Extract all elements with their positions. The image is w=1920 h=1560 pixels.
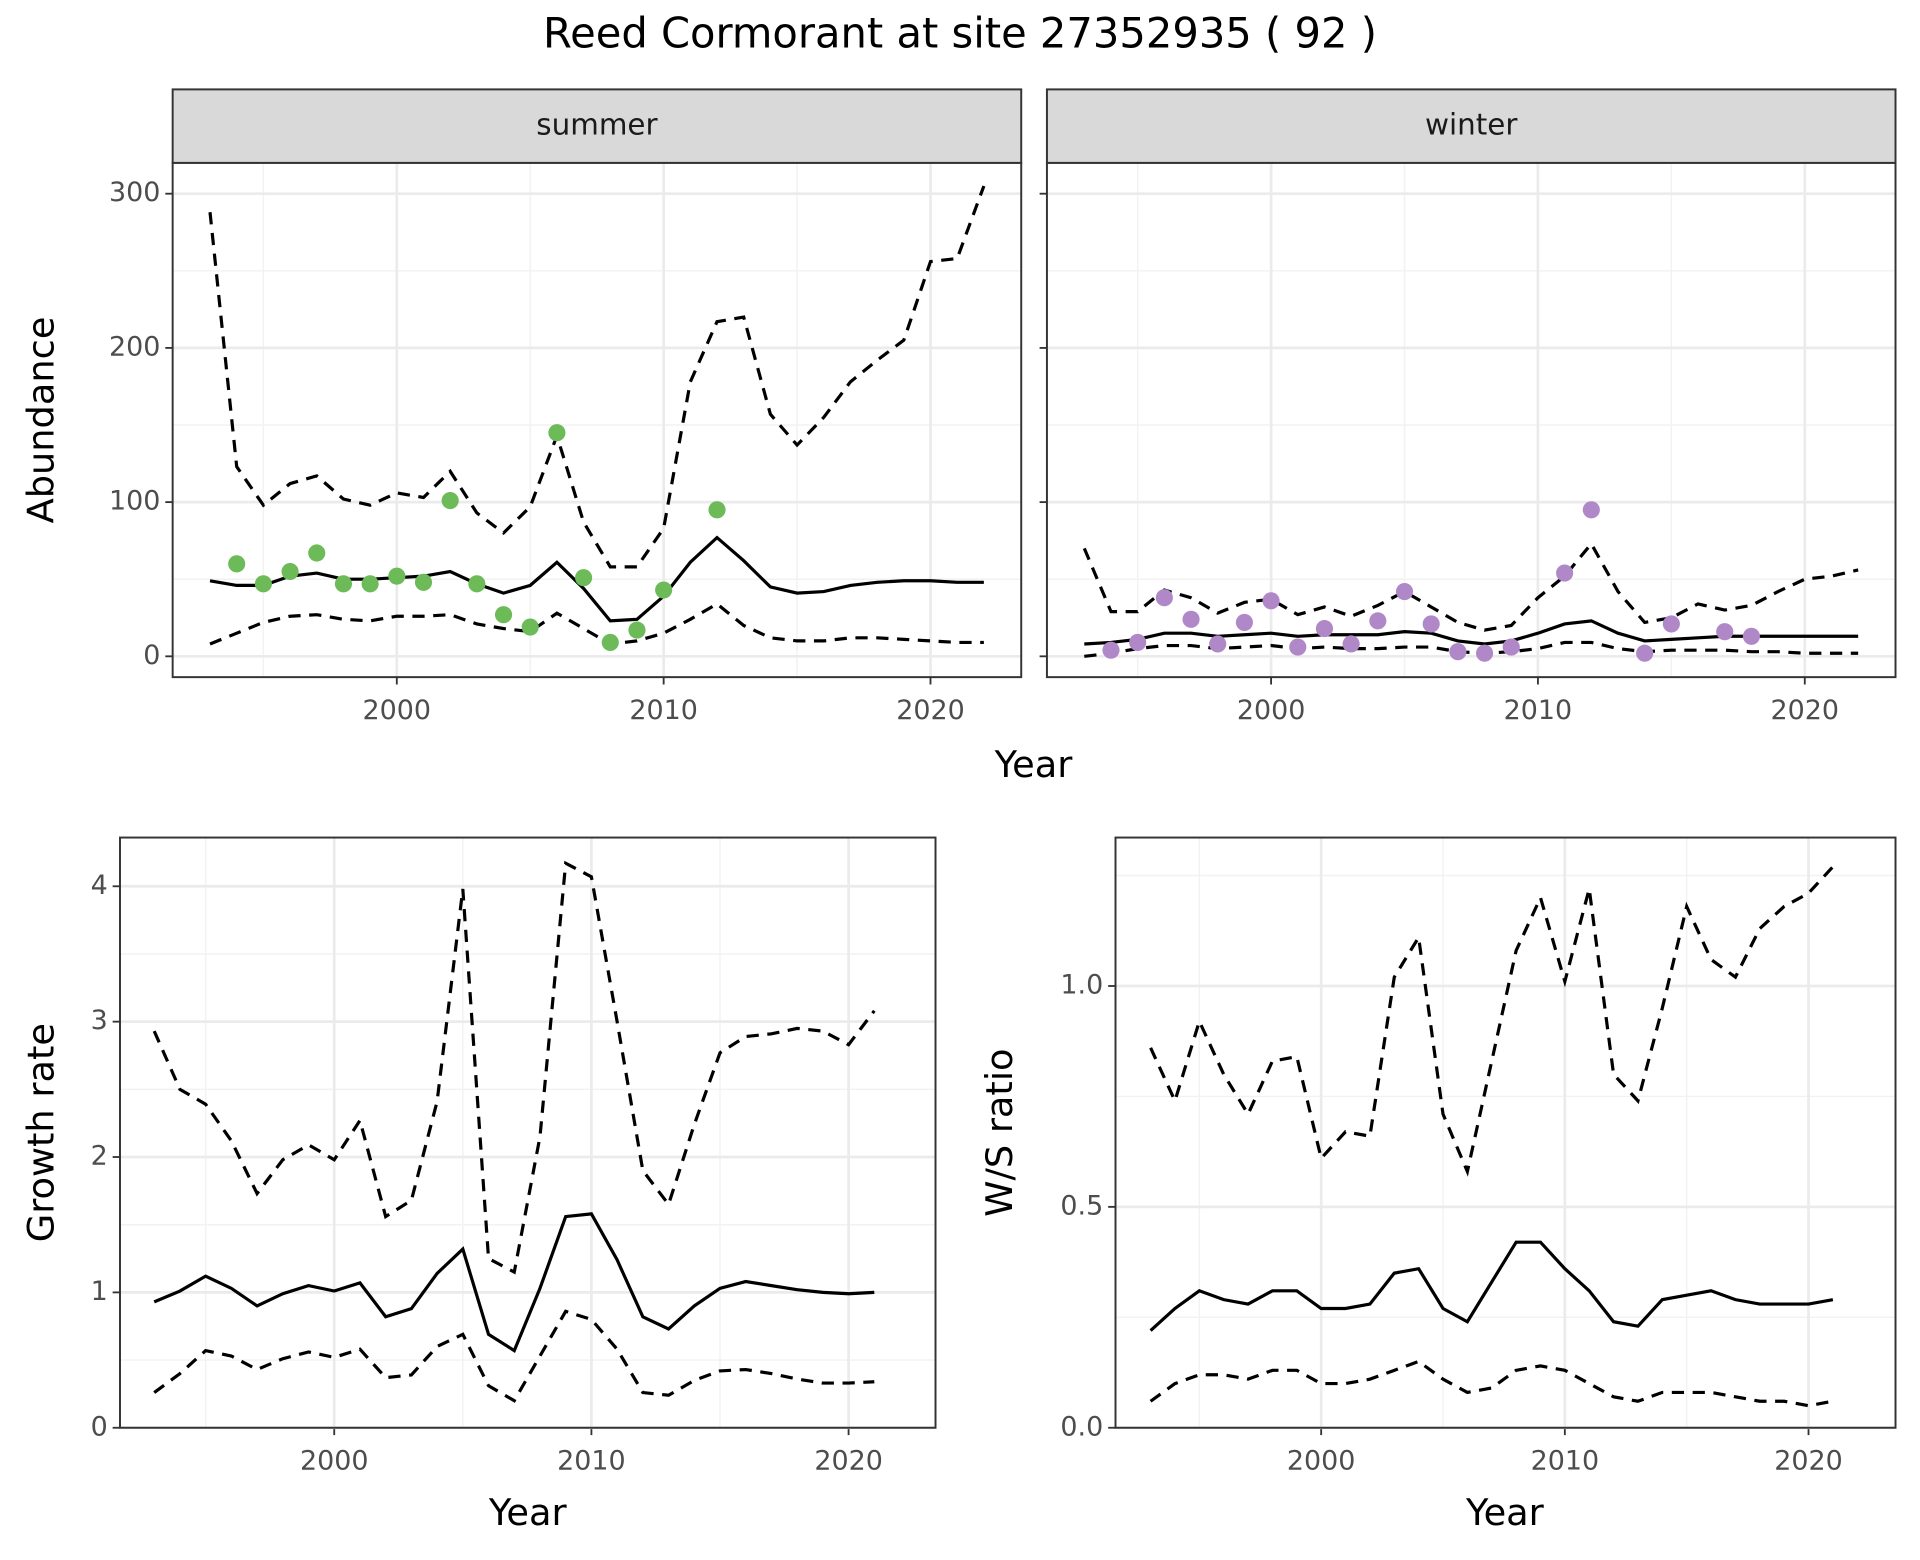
data-point	[575, 569, 593, 587]
data-point	[1716, 623, 1734, 641]
data-point	[1209, 635, 1227, 653]
data-point	[1235, 613, 1253, 631]
data-point	[414, 573, 433, 591]
x-tick-label: 2010	[629, 695, 698, 726]
panel-background	[120, 837, 936, 1428]
figure-title: Reed Cormorant at site 27352935 ( 92 )	[543, 9, 1377, 58]
data-point	[308, 544, 326, 562]
x-tick-label: 2000	[1287, 1446, 1356, 1477]
y-tick-label: 300	[109, 177, 160, 208]
data-point	[548, 424, 566, 442]
y-tick-label: 200	[109, 331, 160, 362]
x-tick-label: 2010	[1531, 1446, 1600, 1477]
data-point	[1262, 592, 1280, 610]
y-tick-label: 2	[91, 1141, 108, 1172]
interval-line	[1082, 540, 1859, 632]
x-tick-label: 2000	[1237, 695, 1306, 726]
interval-line	[208, 185, 986, 569]
panel-border	[119, 836, 937, 1429]
panel-background	[172, 162, 1022, 678]
x-tick-label: 2010	[557, 1446, 626, 1477]
data-point	[334, 575, 353, 593]
data-point	[1369, 612, 1387, 630]
data-point	[1742, 627, 1760, 645]
facet-strip	[1045, 88, 1897, 164]
y-tick-label: 0	[143, 640, 160, 671]
data-point	[1129, 633, 1147, 652]
interval-line	[1149, 1359, 1834, 1408]
x-axis-label: Year	[994, 743, 1074, 786]
data-point	[388, 567, 406, 585]
x-tick-label: 2020	[896, 695, 965, 726]
y-tick-label: 0.0	[1060, 1411, 1103, 1442]
y-tick-label: 0.5	[1060, 1190, 1103, 1221]
data-point	[1502, 638, 1520, 656]
y-tick-label: 100	[109, 486, 160, 517]
y-tick-label: 4	[91, 870, 108, 901]
y-tick-label: 1.0	[1060, 969, 1103, 1000]
y-axis-label: Growth rate	[19, 1023, 62, 1242]
facet-label: summer	[536, 108, 658, 142]
data-point	[1342, 635, 1360, 653]
y-axis-label: W/S ratio	[978, 1048, 1021, 1216]
interval-line	[209, 601, 984, 646]
data-point	[708, 501, 726, 519]
facet-label: winter	[1425, 108, 1518, 142]
x-tick-label: 2000	[300, 1446, 369, 1477]
panel-border	[1114, 836, 1897, 1429]
data-point	[1315, 619, 1334, 638]
data-point	[1395, 582, 1414, 601]
data-point	[1102, 641, 1120, 659]
data-point	[1422, 615, 1440, 633]
y-axis-label: Abundance	[19, 317, 62, 524]
x-tick-label: 2020	[1774, 1446, 1843, 1477]
data-point	[1475, 644, 1494, 662]
data-point	[1582, 501, 1600, 519]
y-tick-label: 0	[91, 1411, 108, 1442]
mean-line	[153, 1212, 875, 1353]
data-point	[494, 606, 513, 624]
data-point	[1556, 564, 1574, 582]
x-tick-label: 2020	[814, 1446, 883, 1477]
data-point	[1662, 615, 1680, 633]
data-point	[1182, 610, 1200, 628]
data-point	[468, 575, 486, 593]
data-point	[254, 575, 272, 593]
y-tick-label: 3	[91, 1005, 108, 1036]
x-tick-label: 2000	[363, 695, 432, 726]
panel-background	[1115, 837, 1896, 1428]
data-point	[1155, 589, 1173, 607]
x-tick-label: 2010	[1504, 695, 1573, 726]
data-point	[228, 555, 246, 573]
interval-line	[152, 860, 876, 1275]
mean-line	[1149, 1240, 1834, 1332]
data-point	[521, 618, 539, 636]
interval-line	[153, 1309, 875, 1403]
y-tick-label: 1	[91, 1276, 108, 1307]
data-point	[441, 492, 459, 510]
data-point	[601, 633, 619, 652]
x-tick-label: 2020	[1771, 695, 1840, 726]
data-point	[281, 562, 299, 581]
interval-line	[1149, 865, 1835, 1177]
x-axis-label: Year	[488, 1491, 568, 1534]
data-point	[1636, 644, 1654, 662]
x-axis-label: Year	[1465, 1491, 1545, 1534]
data-point	[1449, 643, 1467, 661]
facet-strip	[171, 88, 1023, 164]
panel-background	[1046, 162, 1896, 678]
data-point	[361, 575, 379, 593]
data-point	[628, 621, 646, 639]
data-point	[655, 581, 673, 599]
data-point	[1289, 638, 1307, 656]
